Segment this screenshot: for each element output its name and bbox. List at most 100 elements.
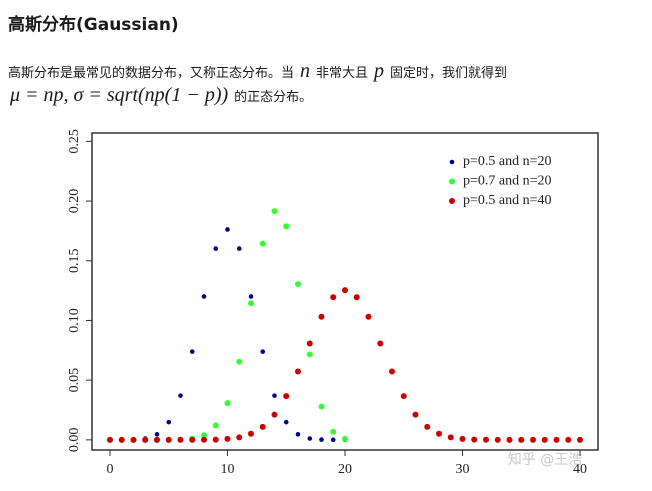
point bbox=[307, 436, 313, 441]
point bbox=[459, 435, 466, 442]
point bbox=[236, 246, 242, 251]
point bbox=[153, 436, 160, 443]
point bbox=[577, 436, 584, 443]
point bbox=[177, 436, 184, 443]
point bbox=[142, 436, 149, 443]
point bbox=[118, 436, 125, 443]
point bbox=[471, 436, 478, 443]
point bbox=[294, 368, 301, 375]
legend-marker bbox=[449, 198, 455, 204]
point bbox=[353, 294, 360, 301]
point bbox=[318, 313, 325, 320]
point bbox=[342, 435, 348, 442]
point bbox=[154, 432, 160, 437]
x-tick-label: 10 bbox=[220, 462, 234, 477]
math: n bbox=[300, 60, 311, 82]
point bbox=[212, 436, 219, 443]
legend-marker bbox=[449, 178, 455, 185]
y-tick-label: 0.10 bbox=[67, 308, 82, 333]
point bbox=[189, 349, 195, 354]
y-tick-label: 0.15 bbox=[67, 249, 82, 274]
point bbox=[447, 434, 454, 441]
point bbox=[106, 436, 113, 443]
point bbox=[130, 436, 137, 443]
point bbox=[225, 227, 230, 232]
y-tick-label: 0.05 bbox=[67, 368, 82, 393]
point bbox=[506, 436, 513, 443]
point bbox=[271, 208, 278, 215]
paragraph-line: 高斯分布是最常见的数据分布，又称正态分布。当 n 非常大且 p 固定时，我们就得到 bbox=[8, 60, 507, 83]
point bbox=[400, 393, 407, 400]
legend-label: p=0.7 and n=20 bbox=[463, 174, 552, 189]
point bbox=[306, 351, 313, 358]
point bbox=[260, 349, 266, 354]
point bbox=[365, 313, 372, 320]
point bbox=[271, 411, 278, 418]
point bbox=[294, 281, 301, 288]
point bbox=[412, 411, 419, 418]
point bbox=[247, 430, 254, 437]
y-tick-label: 0.20 bbox=[67, 189, 82, 214]
point bbox=[272, 393, 277, 398]
legend-label: p=0.5 and n=40 bbox=[463, 193, 552, 208]
point bbox=[318, 403, 325, 410]
point bbox=[189, 436, 196, 443]
point bbox=[283, 393, 290, 400]
point bbox=[295, 432, 301, 437]
point bbox=[166, 419, 172, 425]
point bbox=[483, 436, 490, 443]
point bbox=[530, 436, 537, 443]
text: 高斯分布是最常见的数据分布，又称正态分布。当 bbox=[8, 66, 295, 81]
point bbox=[319, 437, 324, 442]
legend-marker bbox=[449, 159, 455, 165]
x-tick-label: 0 bbox=[106, 462, 113, 477]
point bbox=[518, 436, 525, 443]
point bbox=[248, 294, 254, 299]
point bbox=[178, 393, 183, 398]
point bbox=[330, 294, 337, 301]
point bbox=[259, 423, 266, 430]
point bbox=[330, 437, 336, 443]
text: 非常大且 bbox=[316, 66, 369, 81]
point bbox=[200, 432, 207, 439]
point bbox=[259, 240, 266, 247]
x-tick-label: 30 bbox=[456, 462, 470, 477]
point bbox=[377, 340, 384, 347]
title: 高斯分布(Gaussian) bbox=[8, 15, 179, 35]
point bbox=[213, 246, 219, 251]
point bbox=[436, 430, 443, 437]
point bbox=[494, 436, 501, 443]
text: 固定时，我们就得到 bbox=[390, 66, 508, 81]
point bbox=[236, 434, 243, 441]
point bbox=[201, 294, 207, 299]
point bbox=[553, 436, 560, 443]
math: p bbox=[374, 60, 385, 82]
point bbox=[236, 358, 243, 365]
x-tick-label: 40 bbox=[573, 462, 587, 477]
point bbox=[212, 422, 219, 429]
point bbox=[165, 436, 172, 443]
point bbox=[200, 436, 207, 443]
point bbox=[330, 428, 337, 435]
y-tick-label: 0.25 bbox=[67, 129, 82, 154]
paragraph-line: μ = np, σ = sqrt(np(1 − p)) 的正态分布。 bbox=[8, 84, 312, 107]
point bbox=[424, 423, 431, 430]
point bbox=[224, 435, 231, 442]
math: μ = np, σ = sqrt(np(1 − p)) bbox=[10, 84, 229, 106]
x-tick-label: 20 bbox=[338, 462, 352, 477]
point bbox=[541, 436, 548, 443]
y-tick-label: 0.00 bbox=[67, 428, 82, 453]
point bbox=[224, 400, 231, 407]
point bbox=[389, 368, 396, 375]
watermark: 知乎 @王浩 bbox=[508, 451, 582, 468]
text: 的正态分布。 bbox=[234, 90, 313, 105]
point bbox=[247, 300, 254, 307]
point bbox=[306, 340, 313, 347]
point bbox=[565, 436, 572, 443]
point bbox=[342, 287, 348, 294]
legend-label: p=0.5 and n=20 bbox=[463, 154, 552, 169]
point bbox=[283, 419, 289, 425]
point bbox=[283, 223, 290, 230]
